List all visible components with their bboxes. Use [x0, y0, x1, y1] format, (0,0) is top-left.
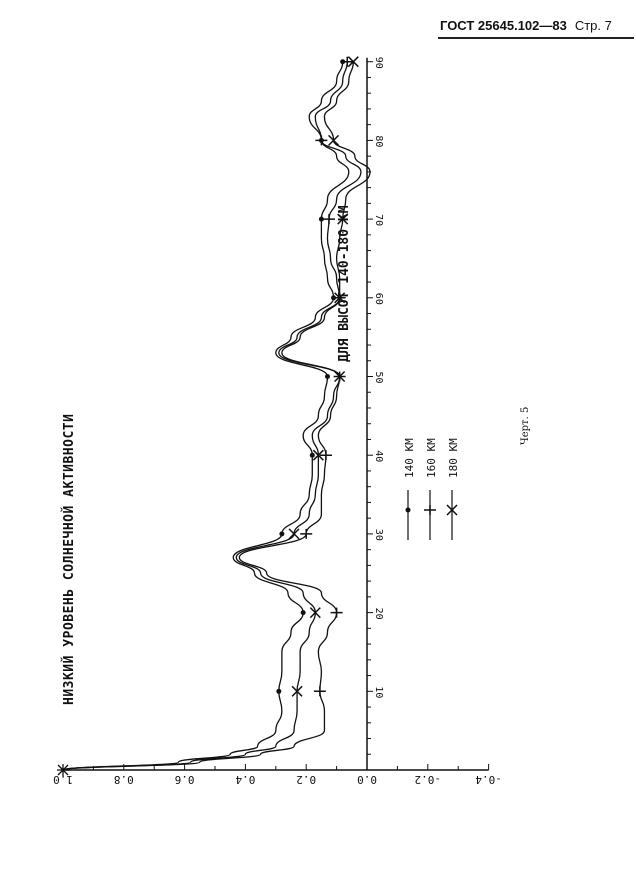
- y-tick-label: -0.2: [415, 773, 442, 786]
- y-tick-label: -0.4: [475, 773, 502, 786]
- data-point-140: [276, 688, 282, 694]
- data-point-180: [288, 528, 300, 540]
- series-line-160: [62, 61, 362, 771]
- data-point-140: [318, 216, 324, 222]
- data-point-160: [313, 686, 326, 697]
- y-tick-label: 0.8: [114, 773, 134, 786]
- data-point-140: [331, 295, 337, 301]
- data-point-180: [328, 134, 340, 146]
- data-point-180: [337, 213, 349, 225]
- standard-number: ГОСТ 25645.102—83: [440, 18, 567, 33]
- data-point-160: [330, 607, 343, 618]
- data-point-160: [341, 56, 354, 67]
- origin-marker: [57, 764, 69, 776]
- x-tick-label: 70: [373, 214, 384, 226]
- data-point-180: [334, 292, 346, 304]
- x-tick-label: 30: [373, 529, 384, 541]
- x-tick-label: 50: [373, 372, 384, 384]
- x-tick-label: 10: [373, 686, 384, 698]
- x-tick-label: 20: [373, 608, 384, 620]
- page-header: ГОСТ 25645.102—83 Стр. 7: [440, 18, 612, 33]
- y-tick-label: 0.6: [175, 773, 195, 786]
- series-line-180: [62, 61, 371, 771]
- x-tick-label: 90: [373, 57, 384, 69]
- data-point-140: [300, 610, 306, 616]
- data-point-160: [315, 135, 328, 146]
- legend-marker-140: [405, 507, 411, 513]
- legend-label-160: 160 КМ: [425, 438, 438, 478]
- data-point-180: [309, 607, 321, 619]
- x-tick-label: 80: [373, 135, 384, 147]
- legend-label-140: 140 КМ: [403, 438, 416, 478]
- legend-marker-180: [446, 504, 458, 516]
- series-line-140: [62, 61, 350, 771]
- legend-label-180: 180 КМ: [447, 438, 460, 478]
- legend-marker-160: [424, 505, 436, 515]
- data-point-180: [334, 370, 346, 383]
- y-tick-label: 0.2: [296, 773, 316, 786]
- x-tick-label: 40: [373, 450, 384, 462]
- data-point-180: [312, 449, 324, 461]
- y-tick-label: 0.0: [357, 773, 377, 786]
- data-point-140: [324, 374, 330, 379]
- data-point-180: [347, 56, 359, 68]
- data-point-160: [319, 450, 332, 461]
- header-rule: [438, 37, 634, 39]
- x-tick-label: 60: [373, 293, 384, 305]
- data-point-140: [279, 531, 285, 537]
- y-tick-label: 1.0: [53, 773, 73, 786]
- data-point-160: [300, 528, 313, 539]
- y-tick-label: 0.4: [235, 773, 255, 786]
- data-point-140: [309, 452, 315, 458]
- page-number: Стр. 7: [574, 18, 612, 33]
- data-point-180: [291, 685, 303, 697]
- data-point-160: [323, 214, 335, 225]
